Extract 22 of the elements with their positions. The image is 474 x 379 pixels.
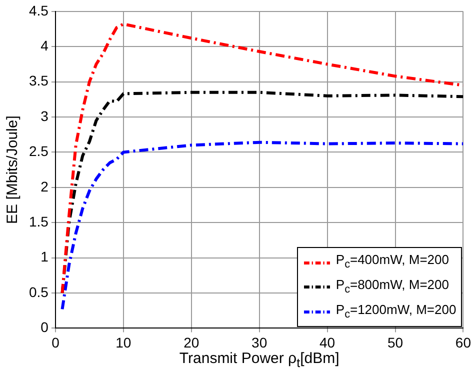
y-tick-label: 1 bbox=[40, 248, 49, 265]
y-tick-label: 0.5 bbox=[28, 284, 49, 300]
y-tick-label: 4 bbox=[40, 37, 49, 54]
x-tick-label: 0 bbox=[52, 334, 60, 350]
y-tick-label: 0 bbox=[40, 319, 49, 336]
y-tick-label: 2.5 bbox=[28, 143, 49, 160]
y-tick-label: 3.5 bbox=[28, 72, 49, 89]
legend-label: P$_{c}$=400mW, M=200 bbox=[336, 251, 449, 274]
x-tick-label: 10 bbox=[116, 334, 132, 350]
y-tick-label: 1.5 bbox=[28, 213, 49, 230]
legend-label: P$_{c}$=1200mW, M=200 bbox=[336, 300, 456, 322]
y-tick-label: 3 bbox=[40, 108, 49, 124]
x-tick-label: 40 bbox=[320, 334, 336, 350]
x-tick-label: 30 bbox=[252, 334, 268, 350]
y-axis-title: EE [Mbits/Joule] bbox=[4, 116, 22, 224]
y-tick-label: 4.5 bbox=[28, 2, 49, 18]
x-tick-label: 20 bbox=[184, 334, 200, 350]
legend-label: P$_{c}$=800mW, M=200 bbox=[336, 276, 449, 298]
x-tick-label: 50 bbox=[387, 334, 404, 350]
x-tick-label: 60 bbox=[455, 334, 472, 350]
y-tick-label: 2 bbox=[40, 178, 49, 194]
x-axis-title: Transmit Power ρ$_{t}$[dBm] bbox=[178, 350, 340, 370]
